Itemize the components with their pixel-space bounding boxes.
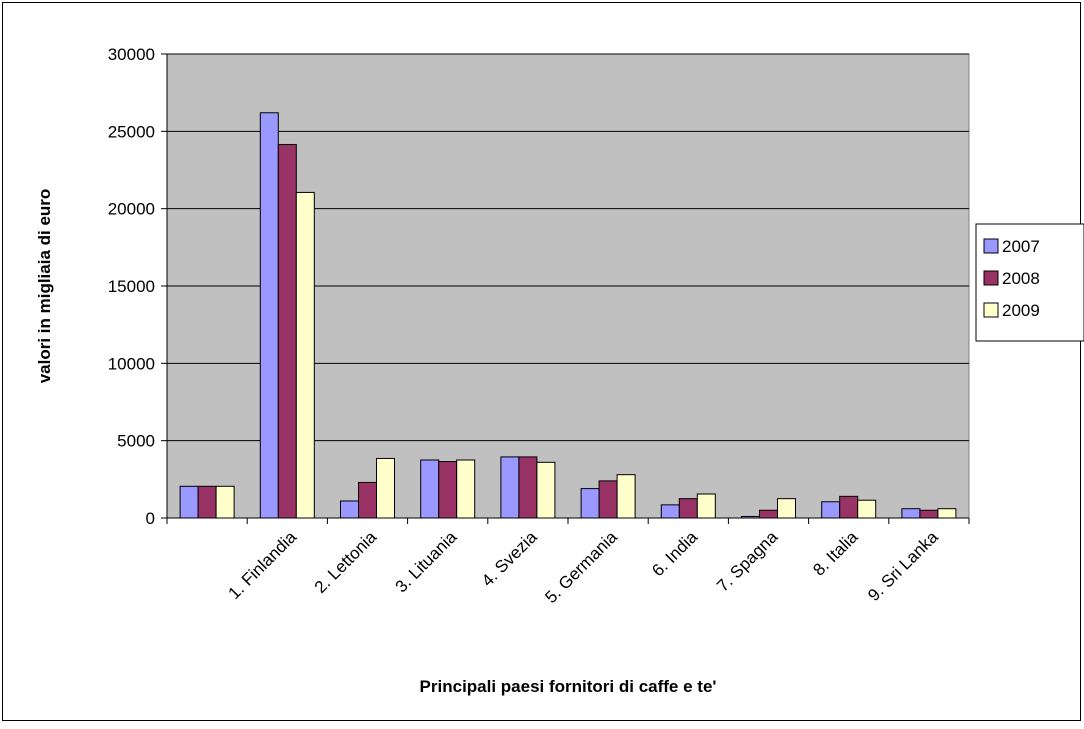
bar-2007 [901, 508, 921, 519]
bar-2009 [857, 499, 877, 519]
bar-2007 [500, 456, 520, 519]
bar-2008 [277, 143, 297, 519]
y-tick-label: 25000 [108, 122, 155, 141]
bars [179, 112, 957, 519]
y-tick-label: 0 [146, 509, 155, 528]
bar-2009 [215, 485, 235, 519]
legend: 2007 2008 2009 [975, 223, 1084, 342]
y-tick-label: 20000 [108, 200, 155, 219]
bar-2008 [678, 498, 698, 519]
bar-2008 [197, 485, 217, 519]
legend-swatch-2008 [983, 270, 999, 286]
legend-label-2008: 2008 [1002, 269, 1040, 288]
bar-2009 [376, 457, 395, 519]
bar-2009 [696, 493, 716, 519]
legend-swatch-2007 [983, 238, 999, 254]
bar-2007 [821, 501, 841, 519]
x-axis-title: Principali paesi fornitori di caffe e te… [420, 677, 717, 696]
y-tick-label: 30000 [108, 45, 155, 64]
bar-2008 [839, 495, 859, 519]
y-axis-title: valori in migliaia di euro [35, 189, 54, 384]
legend-label-2007: 2007 [1002, 237, 1040, 256]
legend-swatch-2009 [983, 302, 999, 318]
bar-2008 [358, 481, 377, 519]
bar-2008 [759, 509, 778, 519]
bar-2009 [937, 508, 957, 519]
bar-2007 [340, 500, 359, 519]
y-tick-label: 10000 [108, 354, 155, 373]
bar-2009 [295, 191, 315, 519]
bar-2009 [616, 474, 636, 519]
bar-2008 [518, 456, 538, 519]
bar-2007 [420, 459, 440, 519]
bar-2009 [456, 459, 476, 519]
legend-label-2009: 2009 [1002, 301, 1040, 320]
bar-2007 [660, 504, 680, 519]
y-axis: 0 5000 10000 15000 20000 25000 30000 [108, 45, 168, 528]
bar-2009 [536, 461, 556, 519]
bar-2008 [438, 461, 458, 519]
bar-2007 [259, 112, 279, 519]
bar-2008 [919, 509, 939, 519]
bar-2007 [580, 488, 600, 519]
y-tick-label: 15000 [108, 277, 155, 296]
bar-2009 [777, 498, 796, 519]
bar-2007 [179, 485, 199, 519]
y-tick-label: 5000 [117, 432, 155, 451]
bar-2008 [598, 480, 618, 519]
